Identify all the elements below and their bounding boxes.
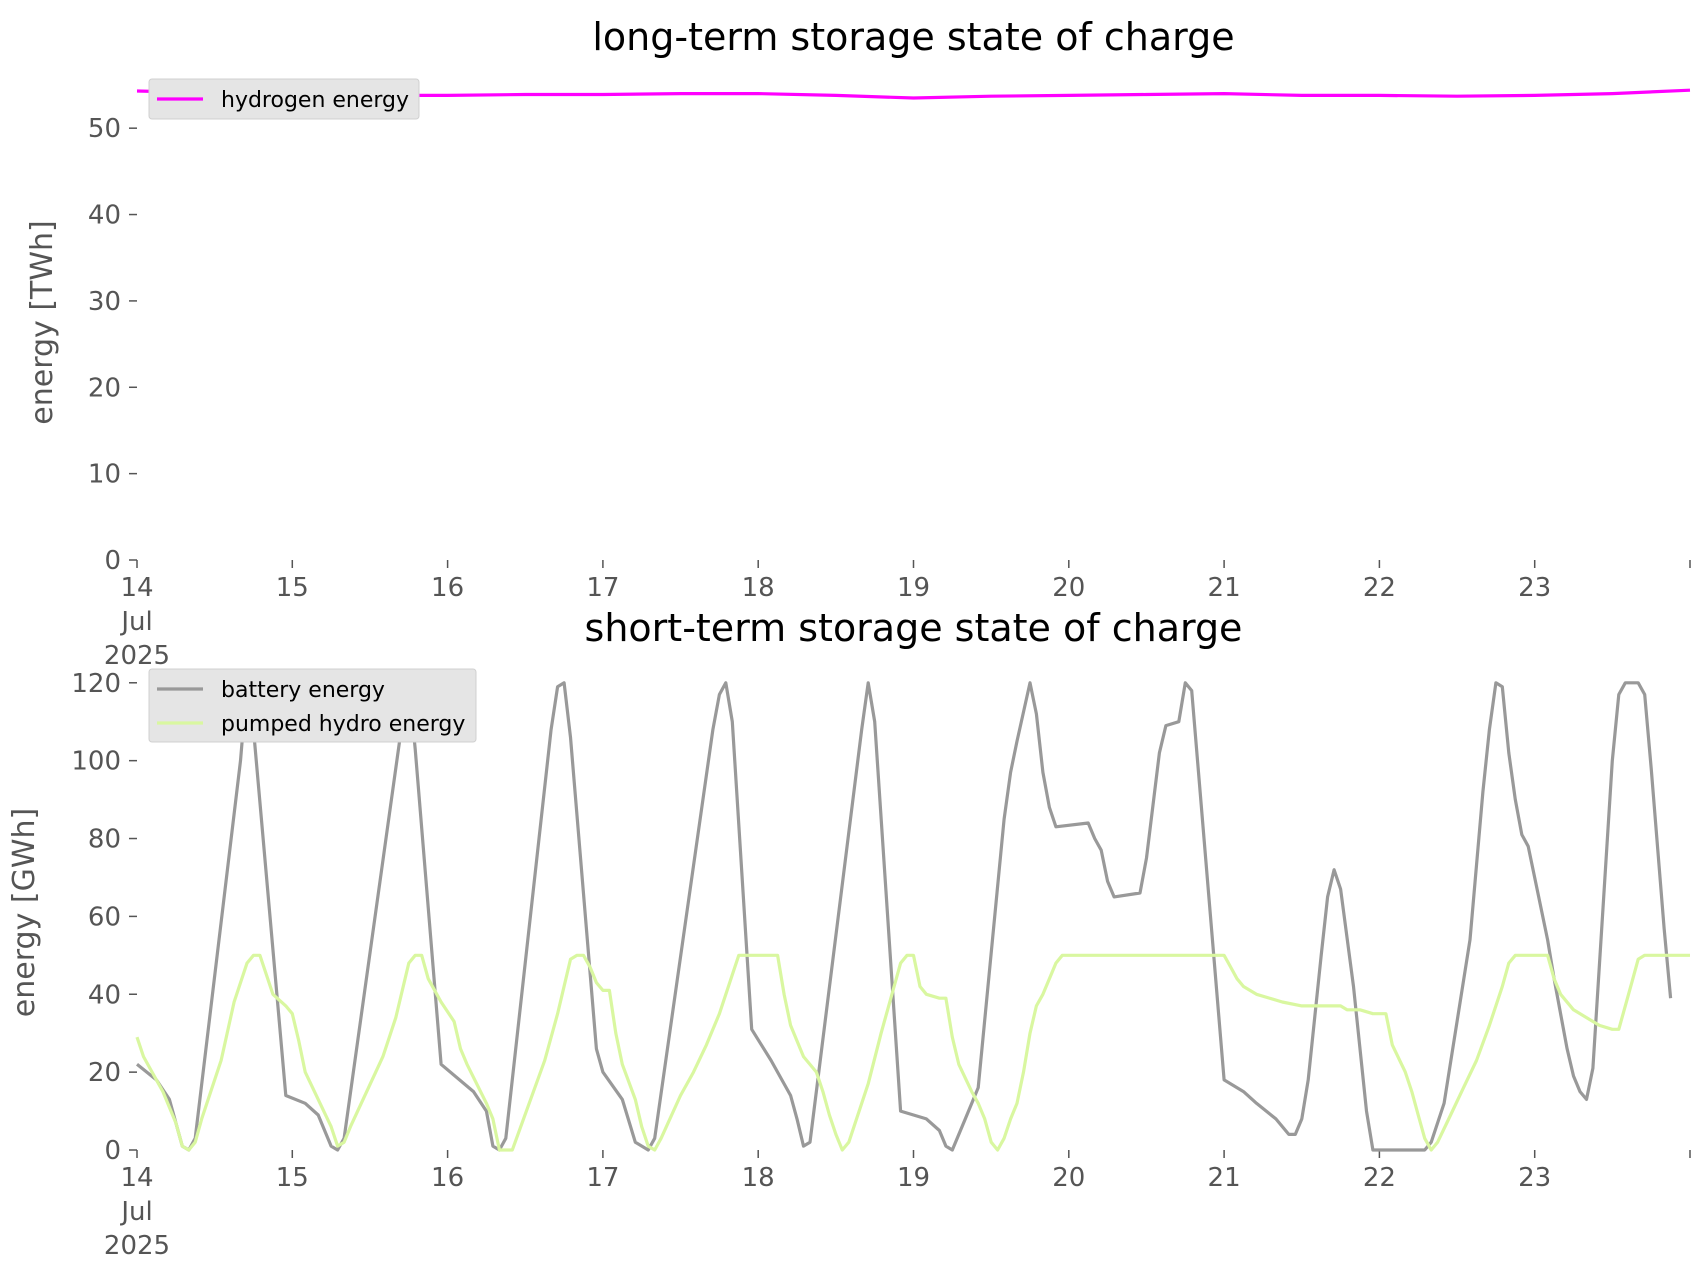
y-tick-label: 40: [88, 201, 121, 231]
y-tick-label: 80: [88, 825, 121, 855]
x-tick-label: 23: [1518, 573, 1551, 603]
legend: hydrogen energy: [148, 78, 420, 120]
series-line-0: [135, 681, 1673, 1152]
x-tick-label: 17: [586, 1163, 619, 1193]
y-tick-label: 20: [88, 1058, 121, 1088]
y-tick-label: 0: [104, 1136, 121, 1166]
x-tick-label: 20: [1052, 1163, 1085, 1193]
x-tick-label: 22: [1363, 573, 1396, 603]
x-tick-label: 19: [897, 573, 930, 603]
x-tick-label: 17: [586, 573, 619, 603]
x-tick-label: Jul: [119, 607, 152, 637]
chart-panel-0: long-term storage state of charge energy …: [25, 15, 1691, 671]
x-tick-label: 20: [1052, 573, 1085, 603]
y-tick-label: 50: [88, 114, 121, 144]
x-tick-label: 18: [742, 1163, 775, 1193]
x-tick-label: 23: [1518, 1163, 1551, 1193]
y-tick-label: 0: [104, 546, 121, 576]
x-tick-label: 2025: [104, 1231, 170, 1261]
series-line-1: [135, 953, 1690, 1152]
legend-label: battery energy: [221, 678, 385, 703]
y-tick-label: 40: [88, 980, 121, 1010]
x-tick-label: Jul: [119, 1197, 152, 1227]
x-tick-label: 21: [1208, 573, 1241, 603]
legend-label: pumped hydro energy: [221, 712, 465, 737]
x-tick-label: 14: [120, 573, 153, 603]
legend: battery energy pumped hydro energy: [148, 668, 477, 743]
y-tick-label: 100: [71, 747, 121, 777]
y-axis-label: energy [TWh]: [25, 220, 60, 424]
legend-box: [148, 668, 477, 743]
y-axis-label: energy [GWh]: [7, 808, 42, 1017]
x-tick-label: 22: [1363, 1163, 1396, 1193]
y-tick-label: 120: [71, 669, 121, 699]
x-tick-label: 16: [431, 1163, 464, 1193]
chart-title: short-term storage state of charge: [585, 606, 1243, 650]
x-tick-label: 19: [897, 1163, 930, 1193]
y-tick-label: 10: [88, 460, 121, 490]
x-tick-label: 15: [276, 1163, 309, 1193]
y-tick-label: 20: [88, 373, 121, 403]
x-tick-label: 21: [1208, 1163, 1241, 1193]
y-tick-label: 60: [88, 902, 121, 932]
x-tick-label: 18: [742, 573, 775, 603]
y-tick-label: 30: [88, 287, 121, 317]
chart-panel-1: short-term storage state of charge energy…: [7, 606, 1691, 1261]
x-tick-label: 2025: [104, 641, 170, 671]
chart-title: long-term storage state of charge: [592, 15, 1234, 59]
x-tick-label: 15: [276, 573, 309, 603]
x-tick-label: 16: [431, 573, 464, 603]
legend-box: [148, 78, 420, 120]
x-tick-label: 14: [120, 1163, 153, 1193]
legend-label: hydrogen energy: [221, 88, 409, 113]
